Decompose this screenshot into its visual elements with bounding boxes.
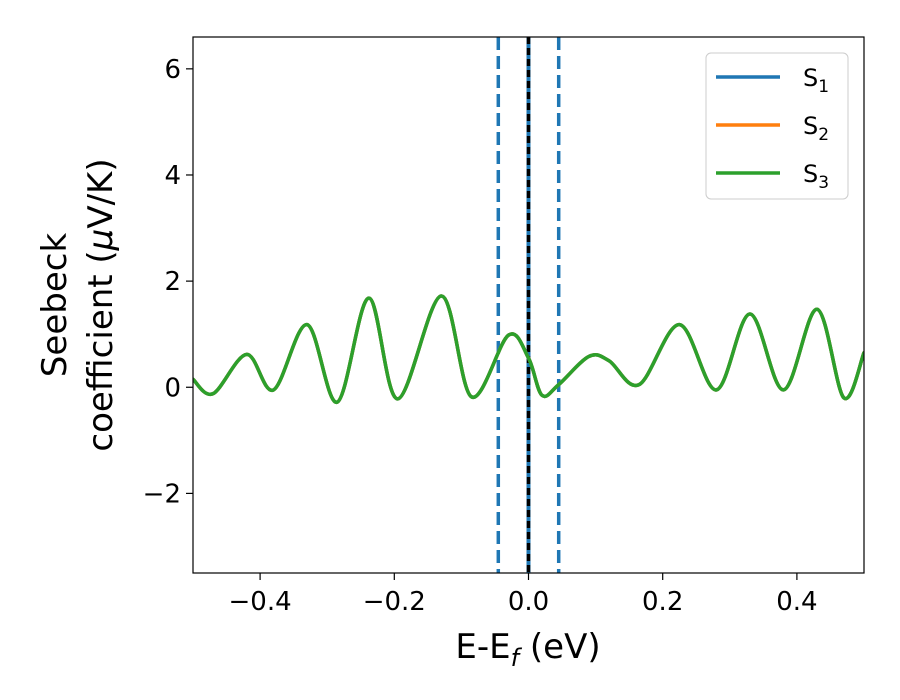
y-axis-label: Seebeck coefficient (μV/K)	[35, 158, 121, 451]
x-tick-label: 0.0	[508, 587, 549, 617]
y-axis-label-line2: coefficient (μV/K)	[81, 158, 121, 451]
x-tick-label: −0.4	[229, 587, 292, 617]
series-layer	[193, 294, 864, 404]
y-tick-label: 4	[164, 161, 181, 191]
x-tick-label: 0.4	[776, 587, 817, 617]
y-tick-label: 2	[164, 267, 181, 297]
reference-lines	[496, 37, 561, 573]
series-line-s3	[193, 294, 864, 404]
x-axis: −0.4 −0.2 0.0 0.2 0.4	[229, 573, 818, 617]
legend-label-s3: S3	[803, 160, 829, 193]
x-tick-label: −0.2	[363, 587, 426, 617]
legend-label-s2: S2	[803, 112, 829, 145]
y-tick-label: 6	[164, 55, 181, 85]
y-tick-label: −2	[143, 479, 181, 509]
y-axis: −2 0 2 4 6	[143, 55, 193, 509]
y-tick-label: 0	[164, 373, 181, 403]
legend-label-s1: S1	[803, 64, 829, 97]
y-axis-label-line1: Seebeck	[35, 233, 75, 378]
x-tick-label: 0.2	[642, 587, 683, 617]
legend: S1 S2 S3	[705, 52, 849, 200]
x-axis-label: E-Ef (eV)	[455, 627, 600, 672]
